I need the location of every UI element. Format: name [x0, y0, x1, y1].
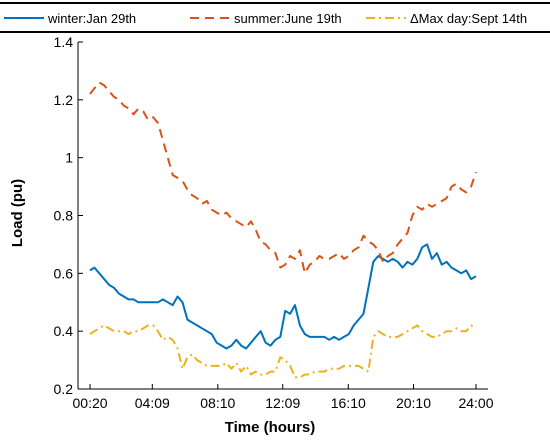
series-line-1 — [89, 243, 477, 350]
y-tick-label: 1.4 — [54, 34, 74, 50]
series-lines — [89, 81, 477, 379]
x-axis-title: Time (hours) — [225, 419, 316, 436]
y-axis-title: Load (pu) — [9, 179, 26, 247]
x-tick-label: 04:09 — [135, 395, 170, 411]
plot-area: 00:20 04:09 08:10 12:09 16:10 20:10 24:00 0.20… — [54, 34, 494, 411]
y-tick-label: 0.8 — [54, 208, 74, 224]
x-tick-label: 00:20 — [73, 395, 108, 411]
x-ticks: 00:20 04:09 08:10 12:09 16:10 20:10 24:00 — [73, 384, 494, 411]
legend-label-3: ΔMax day:Sept 14th — [410, 11, 527, 26]
series-line-2 — [89, 81, 477, 275]
y-tick-label: 1 — [65, 150, 73, 166]
y-tick-label: 0.6 — [54, 265, 74, 281]
legend-label-2: summer:June 19th — [234, 11, 342, 26]
y-tick-label: 0.2 — [54, 381, 74, 397]
x-tick-label: 24:00 — [458, 395, 493, 411]
x-tick-label: 16:10 — [331, 395, 366, 411]
x-tick-label: 08:10 — [200, 395, 235, 411]
legend-label-1: winter:Jan 29th — [47, 11, 136, 26]
series-line-3 — [89, 324, 477, 379]
y-tick-label: 0.4 — [54, 323, 74, 339]
x-tick-label: 20:10 — [396, 395, 431, 411]
x-tick-label: 12:09 — [265, 395, 300, 411]
y-ticks: 0.2 0.4 0.6 0.8 1 1.2 1.4 — [54, 34, 83, 397]
y-tick-label: 1.2 — [54, 92, 74, 108]
legend: winter:Jan 29th summer:June 19th ΔMax day:… — [0, 2, 550, 33]
